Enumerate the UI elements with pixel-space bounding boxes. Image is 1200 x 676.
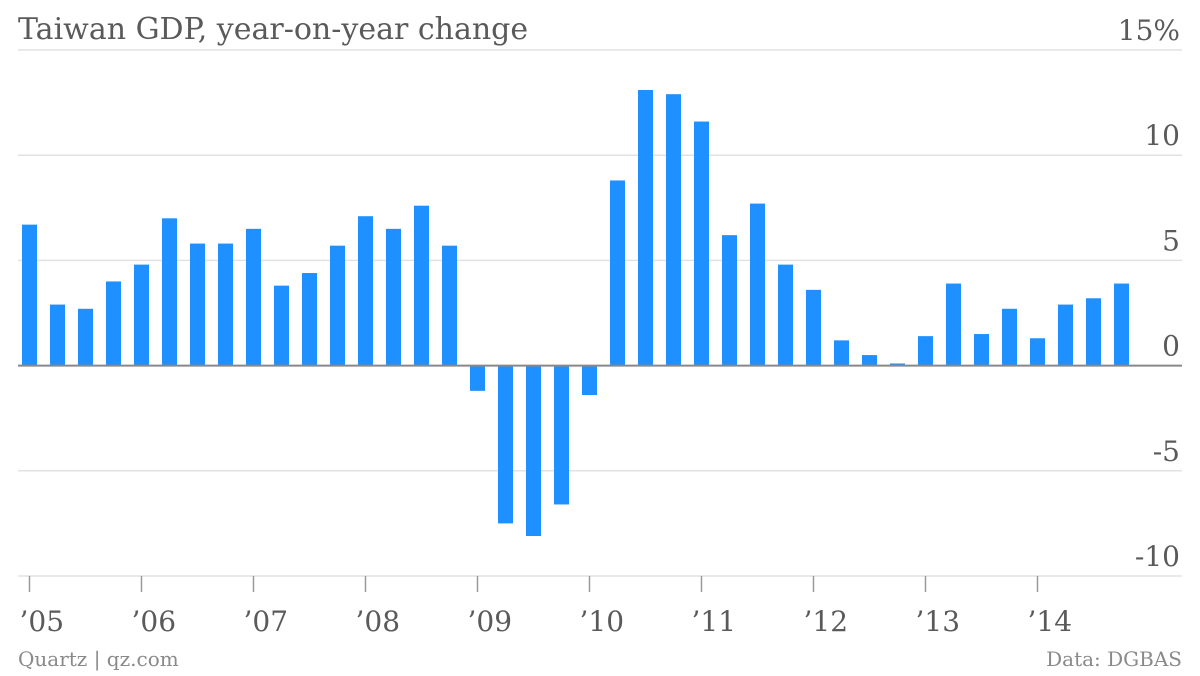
bar — [666, 94, 681, 366]
x-tick-label: ’08 — [356, 605, 401, 638]
y-tick-label: 0 — [1162, 330, 1180, 363]
x-tick-label: ’11 — [692, 605, 737, 638]
bar — [330, 245, 345, 366]
bar — [1058, 304, 1073, 366]
bar — [218, 243, 233, 366]
x-tick-label: ’09 — [468, 605, 513, 638]
bar — [806, 289, 821, 366]
bar — [190, 243, 205, 366]
bar — [638, 89, 653, 366]
bar — [386, 228, 401, 366]
bar — [610, 180, 625, 366]
bar — [1086, 298, 1101, 366]
data-source: Data: DGBAS — [1046, 647, 1182, 671]
y-tick-label: -10 — [1135, 540, 1180, 573]
x-tick-label: ’06 — [132, 605, 177, 638]
bar — [470, 365, 485, 391]
bar — [274, 285, 289, 366]
bar — [358, 216, 373, 366]
bar — [526, 365, 541, 537]
bar — [442, 245, 457, 366]
bar — [246, 228, 261, 366]
bar — [302, 273, 317, 366]
y-axis-ticks: 15% 10 5 0 -5 -10 — [1118, 14, 1180, 573]
y-tick-label: -5 — [1153, 435, 1180, 468]
source-credit: Quartz | qz.com — [18, 647, 179, 671]
chart-title: Taiwan GDP, year-on-year change — [18, 12, 529, 47]
bar — [50, 304, 65, 366]
bar — [134, 264, 149, 366]
bar — [554, 365, 569, 505]
bar — [78, 308, 93, 366]
bar — [890, 363, 905, 366]
gridlines — [18, 49, 1182, 577]
bar — [1002, 308, 1017, 366]
y-tick-label: 10 — [1144, 119, 1180, 152]
bar — [750, 203, 765, 366]
bar — [974, 334, 989, 366]
bar — [722, 235, 737, 366]
x-axis-ticks: ’05 ’06 ’07 ’08 ’09 ’10 ’11 ’12 ’13 ’14 — [20, 576, 1073, 638]
bar — [1030, 338, 1045, 366]
bar — [946, 283, 961, 366]
x-tick-label: ’14 — [1028, 605, 1073, 638]
bar — [834, 340, 849, 366]
bar — [694, 121, 709, 366]
bar — [162, 218, 177, 366]
bars — [22, 89, 1129, 537]
bar — [106, 281, 121, 366]
bar — [778, 264, 793, 366]
bar — [582, 365, 597, 396]
bar — [918, 336, 933, 366]
y-tick-label: 15% — [1118, 14, 1180, 47]
x-tick-label: ’07 — [244, 605, 289, 638]
y-tick-label: 5 — [1162, 224, 1180, 257]
x-tick-label: ’13 — [916, 605, 961, 638]
bar — [22, 224, 37, 366]
bar — [862, 355, 877, 366]
bar — [1114, 283, 1129, 366]
bar — [498, 365, 513, 524]
x-tick-label: ’05 — [20, 605, 65, 638]
bar — [414, 205, 429, 366]
x-tick-label: ’12 — [804, 605, 849, 638]
x-tick-label: ’10 — [580, 605, 625, 638]
